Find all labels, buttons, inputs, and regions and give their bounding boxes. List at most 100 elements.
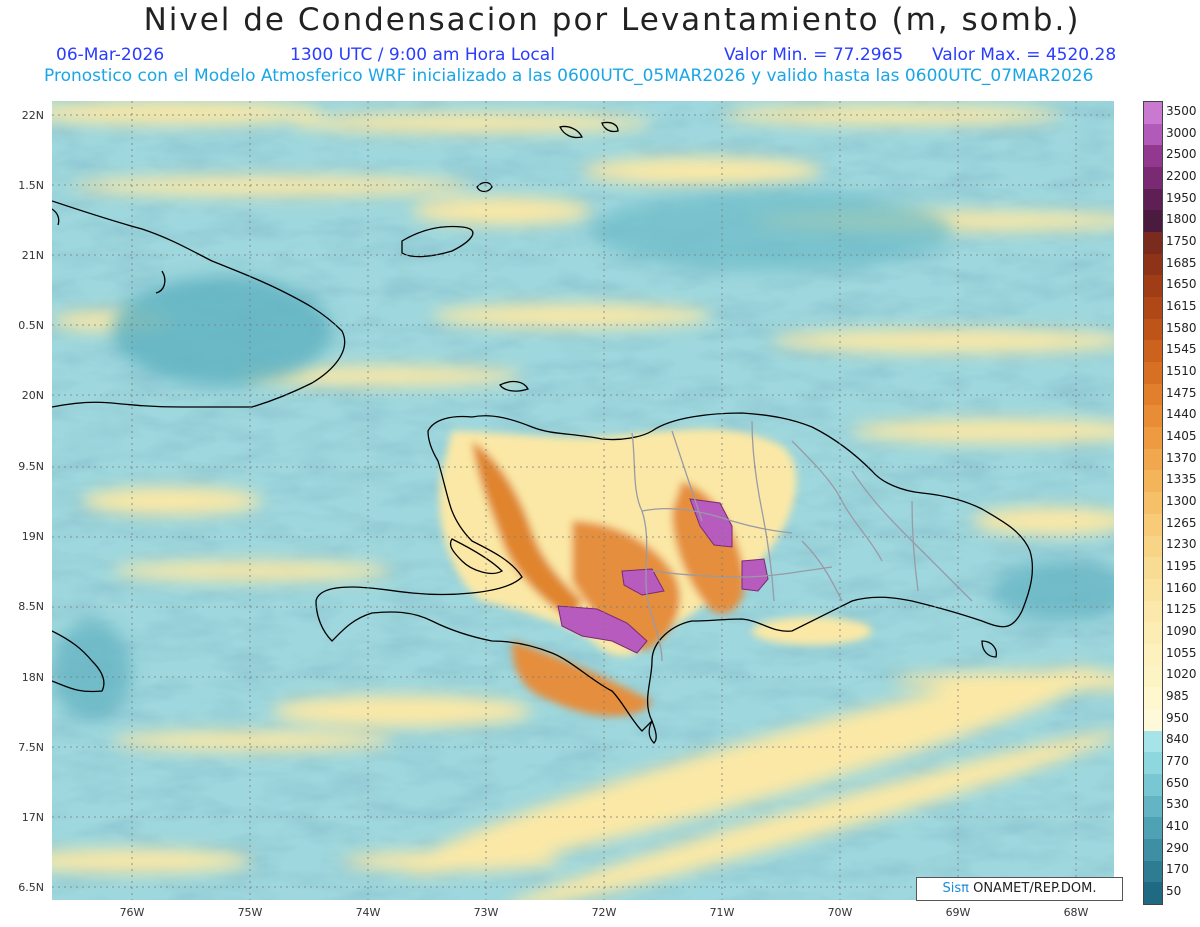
legend-label: 50 <box>1166 884 1182 899</box>
lat-label-17n: 17N <box>21 811 44 824</box>
legend-label: 530 <box>1166 797 1189 812</box>
legend-swatch <box>1144 405 1162 428</box>
lon-label-75w: 75W <box>237 906 263 919</box>
legend-label: 1510 <box>1166 363 1197 378</box>
legend-swatch <box>1144 275 1162 298</box>
yellow-bands <box>52 101 1114 900</box>
legend-label: 3500 <box>1166 103 1197 118</box>
legend-swatch <box>1144 730 1162 753</box>
forecast-date: 06-Mar-2026 <box>56 45 165 65</box>
legend-label: 1405 <box>1166 428 1197 443</box>
legend-swatch <box>1144 578 1162 602</box>
legend-label: 1265 <box>1166 515 1197 530</box>
legend-swatch <box>1144 665 1162 688</box>
legend-swatch <box>1144 860 1162 883</box>
lat-label-19n: 19N <box>21 530 44 543</box>
legend-label: 2200 <box>1166 168 1197 183</box>
legend-swatch <box>1144 297 1162 320</box>
lon-label-70w: 70W <box>827 906 853 919</box>
legend-label: 1440 <box>1166 407 1197 422</box>
legend-swatch <box>1144 838 1162 862</box>
credit-brand: Sisπ <box>942 881 969 896</box>
legend-swatch <box>1144 622 1162 645</box>
model-info: Pronostico con el Modelo Atmosferico WRF… <box>44 66 1094 86</box>
legend-swatch <box>1144 470 1162 493</box>
legend-label: 950 <box>1166 710 1189 725</box>
graticule <box>52 101 1114 900</box>
legend-swatch <box>1144 773 1162 797</box>
legend-swatch <box>1144 795 1162 818</box>
legend-swatch <box>1144 232 1162 255</box>
coastlines <box>52 121 1034 744</box>
legend-swatch <box>1144 448 1162 471</box>
lat-label-19-5n: 9.5N <box>18 460 44 473</box>
legend-label: 770 <box>1166 754 1189 769</box>
legend-label: 1475 <box>1166 385 1197 400</box>
legend-label: 650 <box>1166 775 1189 790</box>
legend-label: 1335 <box>1166 472 1197 487</box>
lcl-map <box>52 101 1114 900</box>
legend-swatch <box>1144 535 1162 558</box>
legend-swatch <box>1144 492 1162 515</box>
legend-swatch <box>1144 557 1162 580</box>
lat-label-20-5n: 0.5N <box>18 319 44 332</box>
lat-label-20n: 20N <box>21 389 44 402</box>
legend-label: 1650 <box>1166 277 1197 292</box>
legend-swatch <box>1144 362 1162 385</box>
lat-label-21n: 21N <box>21 249 44 262</box>
lat-label-21-5n: 1.5N <box>18 179 44 192</box>
credit-text: ONAMET/REP.DOM. <box>968 881 1097 896</box>
legend-label: 170 <box>1166 862 1189 877</box>
legend-label: 840 <box>1166 732 1189 747</box>
legend-label: 985 <box>1166 689 1189 704</box>
lon-label-76w: 76W <box>119 906 145 919</box>
min-value: Valor Min. = 77.2965 <box>724 45 904 65</box>
credit-box: Sisπ ONAMET/REP.DOM. <box>916 877 1123 901</box>
lat-label-16-5n: 6.5N <box>18 881 44 894</box>
legend-label: 1195 <box>1166 559 1197 574</box>
lon-label-71w: 71W <box>709 906 735 919</box>
legend-swatch <box>1144 882 1162 905</box>
legend-label: 1300 <box>1166 494 1197 508</box>
legend-swatch <box>1144 188 1162 211</box>
legend-label: 410 <box>1166 819 1189 834</box>
legend-label: 1160 <box>1166 580 1197 595</box>
lat-label-18n: 18N <box>21 671 44 684</box>
legend-swatch <box>1144 643 1162 667</box>
legend-swatch <box>1144 318 1162 341</box>
legend-swatch <box>1144 600 1162 623</box>
legend-swatch <box>1144 708 1162 732</box>
lon-label-74w: 74W <box>355 906 381 919</box>
legend-swatch <box>1144 340 1162 363</box>
legend-swatch <box>1144 167 1162 190</box>
legend-label: 1230 <box>1166 537 1197 552</box>
legend-swatch <box>1144 752 1162 775</box>
lon-label-68w: 68W <box>1063 906 1089 919</box>
legend-swatch <box>1144 210 1162 233</box>
legend-swatch <box>1144 817 1162 840</box>
legend-label: 1545 <box>1166 342 1197 357</box>
legend-swatch <box>1144 513 1162 536</box>
legend-swatch <box>1144 253 1162 276</box>
max-value: Valor Max. = 4520.28 <box>932 45 1117 65</box>
legend-label: 3000 <box>1166 125 1197 140</box>
legend-label: 1020 <box>1166 667 1197 682</box>
lon-label-73w: 73W <box>473 906 499 919</box>
legend-label: 1580 <box>1166 320 1197 335</box>
lon-label-72w: 72W <box>591 906 617 919</box>
legend-label: 1055 <box>1166 645 1197 660</box>
legend-label: 1685 <box>1166 255 1197 270</box>
legend-swatch <box>1144 383 1162 406</box>
legend-label: 2500 <box>1166 147 1197 162</box>
legend-label: 1750 <box>1166 233 1197 248</box>
lat-label-17-5n: 7.5N <box>18 741 44 754</box>
legend-label: 1125 <box>1166 602 1197 617</box>
legend-label: 1950 <box>1166 190 1197 205</box>
lcl-peak-areas <box>557 498 769 654</box>
color-legend <box>1143 101 1163 905</box>
lat-label-18-5n: 8.5N <box>18 600 44 613</box>
legend-label: 290 <box>1166 840 1189 855</box>
province-boundaries <box>631 420 973 662</box>
map-title: Nivel de Condensacion por Levantamiento … <box>143 2 1081 38</box>
teal-patches <box>52 191 1114 721</box>
